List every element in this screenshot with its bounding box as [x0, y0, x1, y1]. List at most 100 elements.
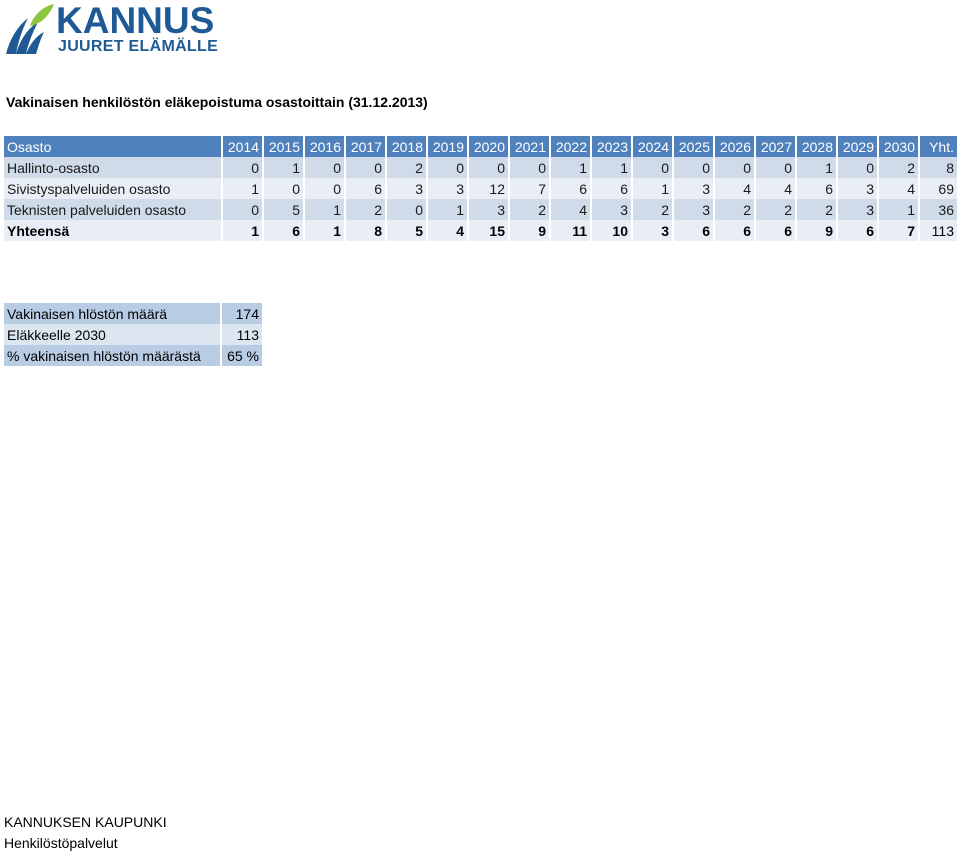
column-header: 2021	[510, 136, 549, 157]
table-cell: 4	[551, 199, 590, 220]
table-cell: 3	[633, 220, 672, 241]
total-row: Yhteensä 1 6 1 8 5 4 15 9 11 10 3 6 6 6 9 6 7 113	[4, 220, 957, 241]
table-cell: 1	[592, 157, 631, 178]
table-cell: 1	[223, 178, 262, 199]
table-cell: 2	[797, 199, 836, 220]
column-header: 2019	[428, 136, 467, 157]
table-cell: 9	[510, 220, 549, 241]
table-cell: 0	[510, 157, 549, 178]
table-cell: 6	[264, 220, 303, 241]
table-cell: 8	[346, 220, 385, 241]
kannus-emblem-icon	[6, 4, 54, 54]
table-cell: 2	[715, 199, 754, 220]
table-cell: 1	[797, 157, 836, 178]
row-label: Hallinto-osasto	[4, 157, 221, 178]
table-cell: 4	[428, 220, 467, 241]
table-cell: 69	[920, 178, 957, 199]
column-header: 2015	[264, 136, 303, 157]
table-row: Sivistyspalveluiden osasto 1 0 0 6 3 3 12 7 6 6 1 3 4…	[4, 178, 957, 199]
table-cell: 11	[551, 220, 590, 241]
summary-label: % vakinaisen hlöstön määrästä	[4, 345, 220, 366]
table-cell: 3	[428, 178, 467, 199]
column-header: 2025	[674, 136, 713, 157]
table-cell: 0	[305, 178, 344, 199]
table-cell: 3	[838, 178, 877, 199]
table-cell: 4	[756, 178, 795, 199]
table-cell: 0	[838, 157, 877, 178]
table-cell: 2	[633, 199, 672, 220]
table-cell: 3	[674, 178, 713, 199]
column-header: 2023	[592, 136, 631, 157]
summary-label: Eläkkeelle 2030	[4, 324, 220, 345]
column-header: 2020	[469, 136, 508, 157]
footer: KANNUKSEN KAUPUNKI Henkilöstöpalvelut	[4, 812, 167, 854]
table-cell: 8	[920, 157, 957, 178]
table-cell: 2	[346, 199, 385, 220]
table-cell: 1	[879, 199, 918, 220]
table-cell: 1	[305, 199, 344, 220]
table-cell: 0	[469, 157, 508, 178]
table-cell: 2	[510, 199, 549, 220]
table-cell: 3	[469, 199, 508, 220]
table-cell: 3	[592, 199, 631, 220]
table-header-row: Osasto 2014 2015 2016 2017 2018 2019 2020 2021 20…	[4, 136, 957, 157]
column-header: 2017	[346, 136, 385, 157]
summary-value: 65 %	[222, 345, 262, 366]
summary-value: 113	[222, 324, 262, 345]
table-cell: 1	[633, 178, 672, 199]
table-cell: 3	[838, 199, 877, 220]
column-header: 2027	[756, 136, 795, 157]
retirement-table: Osasto 2014 2015 2016 2017 2018 2019 2020 2021 20…	[2, 136, 959, 241]
column-header: 2014	[223, 136, 262, 157]
summary-row: % vakinaisen hlöstön määrästä 65 %	[4, 345, 262, 366]
column-header: Yht.	[920, 136, 957, 157]
table-cell: 4	[715, 178, 754, 199]
table-cell: 6	[797, 178, 836, 199]
table-cell: 6	[838, 220, 877, 241]
table-row: Hallinto-osasto 0 1 0 0 2 0 0 0 1 1 0 0 0 0 1 0 2 8	[4, 157, 957, 178]
table-cell: 2	[879, 157, 918, 178]
summary-row: Vakinaisen hlöstön määrä 174	[4, 303, 262, 324]
summary-row: Eläkkeelle 2030 113	[4, 324, 262, 345]
footer-department: Henkilöstöpalvelut	[4, 835, 118, 851]
table-cell: 36	[920, 199, 957, 220]
page-title: Vakinaisen henkilöstön eläkepoistuma osa…	[6, 94, 428, 110]
table-cell: 0	[264, 178, 303, 199]
table-cell: 6	[756, 220, 795, 241]
footer-organization: KANNUKSEN KAUPUNKI	[4, 814, 167, 830]
table-cell: 1	[264, 157, 303, 178]
table-cell: 1	[305, 220, 344, 241]
table-cell: 6	[592, 178, 631, 199]
column-header: 2024	[633, 136, 672, 157]
table-cell: 1	[551, 157, 590, 178]
table-row: Teknisten palveluiden osasto 0 5 1 2 0 1 3 2 4 3 2 3…	[4, 199, 957, 220]
row-label: Teknisten palveluiden osasto	[4, 199, 221, 220]
table-cell: 10	[592, 220, 631, 241]
logo-slogan: JUURET ELÄMÄLLE	[58, 38, 219, 55]
table-cell: 113	[920, 220, 957, 241]
table-cell: 0	[346, 157, 385, 178]
column-header: 2018	[387, 136, 426, 157]
column-header: 2022	[551, 136, 590, 157]
table-cell: 4	[879, 178, 918, 199]
table-cell: 6	[551, 178, 590, 199]
table-cell: 12	[469, 178, 508, 199]
table-cell: 3	[387, 178, 426, 199]
table-cell: 0	[633, 157, 672, 178]
table-cell: 1	[223, 220, 262, 241]
table-cell: 0	[223, 157, 262, 178]
summary-table: Vakinaisen hlöstön määrä 174 Eläkkeelle 20…	[2, 303, 264, 366]
table-cell: 6	[674, 220, 713, 241]
column-header: 2029	[838, 136, 877, 157]
table-cell: 7	[510, 178, 549, 199]
table-cell: 9	[797, 220, 836, 241]
table-cell: 2	[756, 199, 795, 220]
table-cell: 0	[756, 157, 795, 178]
column-header: 2030	[879, 136, 918, 157]
table-cell: 1	[428, 199, 467, 220]
table-cell: 6	[346, 178, 385, 199]
column-header: Osasto	[4, 136, 221, 157]
column-header: 2028	[797, 136, 836, 157]
row-label: Yhteensä	[4, 220, 221, 241]
table-cell: 5	[387, 220, 426, 241]
